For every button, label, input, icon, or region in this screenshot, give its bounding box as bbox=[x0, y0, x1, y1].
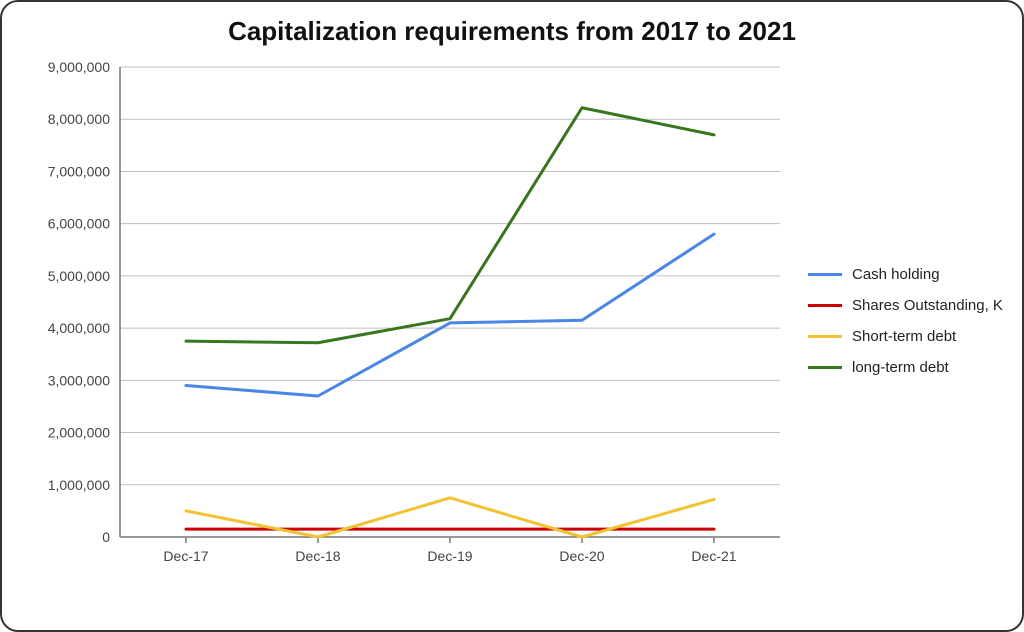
legend-label: long-term debt bbox=[852, 359, 949, 376]
y-tick-label: 1,000,000 bbox=[48, 477, 110, 493]
y-tick-label: 7,000,000 bbox=[48, 163, 110, 179]
series-line bbox=[186, 234, 714, 396]
legend-label: Shares Outstanding, K bbox=[852, 297, 1003, 314]
x-tick-label: Dec-18 bbox=[295, 548, 340, 564]
x-tick-label: Dec-19 bbox=[427, 548, 472, 564]
legend-item: Short-term debt bbox=[808, 328, 1004, 345]
chart-title: Capitalization requirements from 2017 to… bbox=[20, 16, 1004, 47]
x-tick-label: Dec-20 bbox=[559, 548, 604, 564]
chart-card: Capitalization requirements from 2017 to… bbox=[0, 0, 1024, 632]
y-tick-label: 2,000,000 bbox=[48, 425, 110, 441]
y-tick-label: 3,000,000 bbox=[48, 372, 110, 388]
legend-swatch bbox=[808, 304, 842, 307]
y-tick-label: 8,000,000 bbox=[48, 111, 110, 127]
x-tick-label: Dec-17 bbox=[163, 548, 208, 564]
legend-item: long-term debt bbox=[808, 359, 1004, 376]
y-tick-label: 0 bbox=[102, 529, 110, 545]
legend-item: Cash holding bbox=[808, 266, 1004, 283]
legend-item: Shares Outstanding, K bbox=[808, 297, 1004, 314]
x-tick-label: Dec-21 bbox=[691, 548, 736, 564]
legend-label: Short-term debt bbox=[852, 328, 956, 345]
legend-swatch bbox=[808, 366, 842, 369]
series-line bbox=[186, 108, 714, 343]
legend-label: Cash holding bbox=[852, 266, 940, 283]
chart-wrap: 0 1,000,000 2,000,000 3,000,000 4,000,000 5,0… bbox=[20, 47, 1004, 595]
series-line bbox=[186, 498, 714, 537]
y-tick-label: 5,000,000 bbox=[48, 268, 110, 284]
chart-plot: 0 1,000,000 2,000,000 3,000,000 4,000,000 5,0… bbox=[20, 47, 800, 587]
chart-legend: Cash holding Shares Outstanding, K Short-t… bbox=[800, 47, 1004, 595]
y-tick-label: 9,000,000 bbox=[48, 59, 110, 75]
y-tick-label: 6,000,000 bbox=[48, 216, 110, 232]
y-tick-label: 4,000,000 bbox=[48, 320, 110, 336]
legend-swatch bbox=[808, 335, 842, 338]
legend-swatch bbox=[808, 273, 842, 276]
